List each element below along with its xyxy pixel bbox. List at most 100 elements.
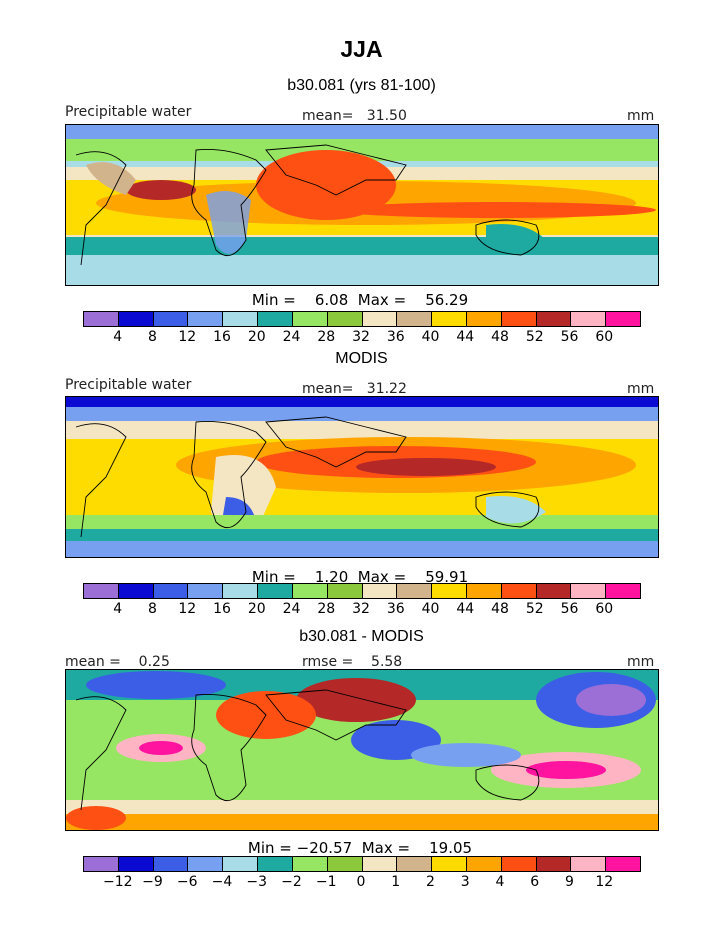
north-midlat-band bbox=[66, 139, 658, 161]
colorbar-swatch bbox=[292, 584, 328, 598]
panel-2-map bbox=[65, 396, 659, 558]
colorbar-swatch bbox=[188, 312, 224, 326]
colorbar-tick-label: 44 bbox=[456, 601, 475, 617]
colorbar-tick-label: −3 bbox=[246, 874, 268, 890]
colorbar-swatch bbox=[606, 857, 640, 871]
south-subtropic-band bbox=[66, 515, 658, 529]
colorbar-swatch bbox=[84, 584, 119, 598]
colorbar-swatch bbox=[432, 584, 467, 598]
colorbar-swatch bbox=[118, 312, 154, 326]
colorbar-tick-label: 56 bbox=[560, 601, 579, 617]
colorbar-tick-label: 2 bbox=[426, 874, 435, 890]
colorbar-swatch bbox=[536, 857, 572, 871]
north-midlat-band bbox=[66, 421, 658, 443]
colorbar-swatch bbox=[397, 584, 433, 598]
colorbar-swatch bbox=[571, 857, 607, 871]
panel-1-title: b30.081 (yrs 81-100) bbox=[287, 77, 436, 94]
panel-1-variable-label: Precipitable water bbox=[65, 104, 192, 120]
colorbar-tick-label: −2 bbox=[281, 874, 302, 890]
colorbar-swatch bbox=[188, 584, 224, 598]
colorbar-swatch bbox=[501, 584, 537, 598]
colorbar-swatch bbox=[118, 584, 154, 598]
colorbar-swatch bbox=[84, 312, 119, 326]
south-pacific-positive bbox=[66, 806, 126, 830]
colorbar-tick-label: 20 bbox=[247, 601, 266, 617]
panel-2-colorbar bbox=[83, 583, 641, 599]
colorbar-swatch bbox=[258, 584, 293, 598]
colorbar-tick-label: 36 bbox=[386, 329, 405, 345]
colorbar-swatch bbox=[501, 312, 537, 326]
colorbar-swatch bbox=[466, 857, 502, 871]
colorbar-swatch bbox=[432, 312, 467, 326]
colorbar-swatch bbox=[397, 857, 433, 871]
panel-3-colorbar bbox=[83, 856, 641, 872]
colorbar-tick-label: 8 bbox=[148, 329, 157, 345]
monsoon-region bbox=[256, 150, 396, 220]
colorbar-tick-label: −9 bbox=[142, 874, 163, 890]
colorbar-tick-label: 28 bbox=[317, 601, 336, 617]
north-atlantic-negative bbox=[86, 671, 226, 699]
colorbar-tick-label: 44 bbox=[456, 329, 475, 345]
panel-2-units-label: mm bbox=[627, 381, 655, 397]
north-pacific-min bbox=[576, 684, 646, 716]
colorbar-swatch bbox=[362, 312, 398, 326]
asia-positive bbox=[296, 678, 416, 722]
panel-1-map bbox=[65, 124, 659, 286]
colorbar-tick-label: 48 bbox=[491, 601, 509, 617]
colorbar-tick-label: 60 bbox=[595, 329, 614, 345]
colorbar-tick-label: 1 bbox=[391, 874, 401, 890]
colorbar-tick-label: 56 bbox=[560, 329, 579, 345]
colorbar-tick-label: −12 bbox=[102, 874, 133, 890]
colorbar-tick-label: 36 bbox=[386, 601, 405, 617]
colorbar-tick-label: 52 bbox=[525, 601, 544, 617]
colorbar-swatch bbox=[292, 857, 328, 871]
colorbar-tick-label: 40 bbox=[421, 601, 440, 617]
colorbar-swatch bbox=[327, 584, 363, 598]
colorbar-tick-label: 24 bbox=[282, 601, 301, 617]
colorbar-tick-label: −6 bbox=[176, 874, 198, 890]
africa-outline bbox=[191, 421, 267, 529]
africa-dry-region bbox=[206, 191, 251, 254]
panel-1-colorbar-ticks: 4 8 12 16 20 24 28 32 36 40 44 48 52 56 60 bbox=[83, 329, 639, 347]
colorbar-tick-label: 60 bbox=[595, 601, 614, 617]
colorbar-swatch bbox=[223, 584, 259, 598]
colorbar-tick-label: 8 bbox=[148, 601, 157, 617]
australia-outline bbox=[475, 764, 540, 801]
maritime-continent-max bbox=[356, 458, 496, 476]
panel-3-map bbox=[65, 669, 659, 831]
americas-outline bbox=[75, 696, 127, 811]
pacific-max bbox=[526, 761, 606, 779]
americas-outline bbox=[75, 423, 127, 538]
colorbar-swatch bbox=[223, 312, 259, 326]
antarctic-band bbox=[66, 814, 658, 830]
colorbar-swatch bbox=[606, 312, 640, 326]
colorbar-tick-label: 12 bbox=[178, 601, 197, 617]
colorbar-swatch bbox=[188, 857, 224, 871]
colorbar-tick-label: 3 bbox=[460, 874, 470, 890]
colorbar-swatch bbox=[153, 857, 189, 871]
asia-outline bbox=[265, 416, 407, 468]
colorbar-swatch bbox=[362, 857, 398, 871]
colorbar-swatch bbox=[292, 312, 328, 326]
antarctic-band bbox=[66, 541, 658, 557]
panel-1-colorbar bbox=[83, 311, 641, 327]
colorbar-swatch bbox=[153, 312, 189, 326]
panel-3-rmse-label: rmse = 5.58 bbox=[302, 654, 403, 670]
colorbar-swatch bbox=[397, 312, 433, 326]
colorbar-swatch bbox=[432, 857, 467, 871]
panel-2-mean-label: mean= 31.22 bbox=[302, 381, 407, 397]
panel-1-units-label: mm bbox=[627, 108, 655, 124]
panel-3-colorbar-ticks: −12 −9 −6 −4 −3 −2 −1 0 1 2 3 4 6 9 12 bbox=[83, 874, 639, 892]
colorbar-tick-label: 12 bbox=[595, 874, 614, 890]
colorbar-swatch bbox=[153, 584, 189, 598]
pacific-negative bbox=[411, 743, 521, 767]
panel-3-units-label: mm bbox=[627, 654, 655, 670]
colorbar-tick-label: −4 bbox=[211, 874, 233, 890]
colorbar-swatch bbox=[118, 857, 154, 871]
panel-3-minmax: Min = −20.57 Max = 19.05 bbox=[247, 839, 473, 857]
panel-2-variable-label: Precipitable water bbox=[65, 377, 192, 393]
asia-outline bbox=[265, 144, 407, 196]
asia-outline bbox=[265, 689, 407, 741]
colorbar-swatch bbox=[223, 857, 259, 871]
panel-2-title: MODIS bbox=[335, 350, 388, 367]
